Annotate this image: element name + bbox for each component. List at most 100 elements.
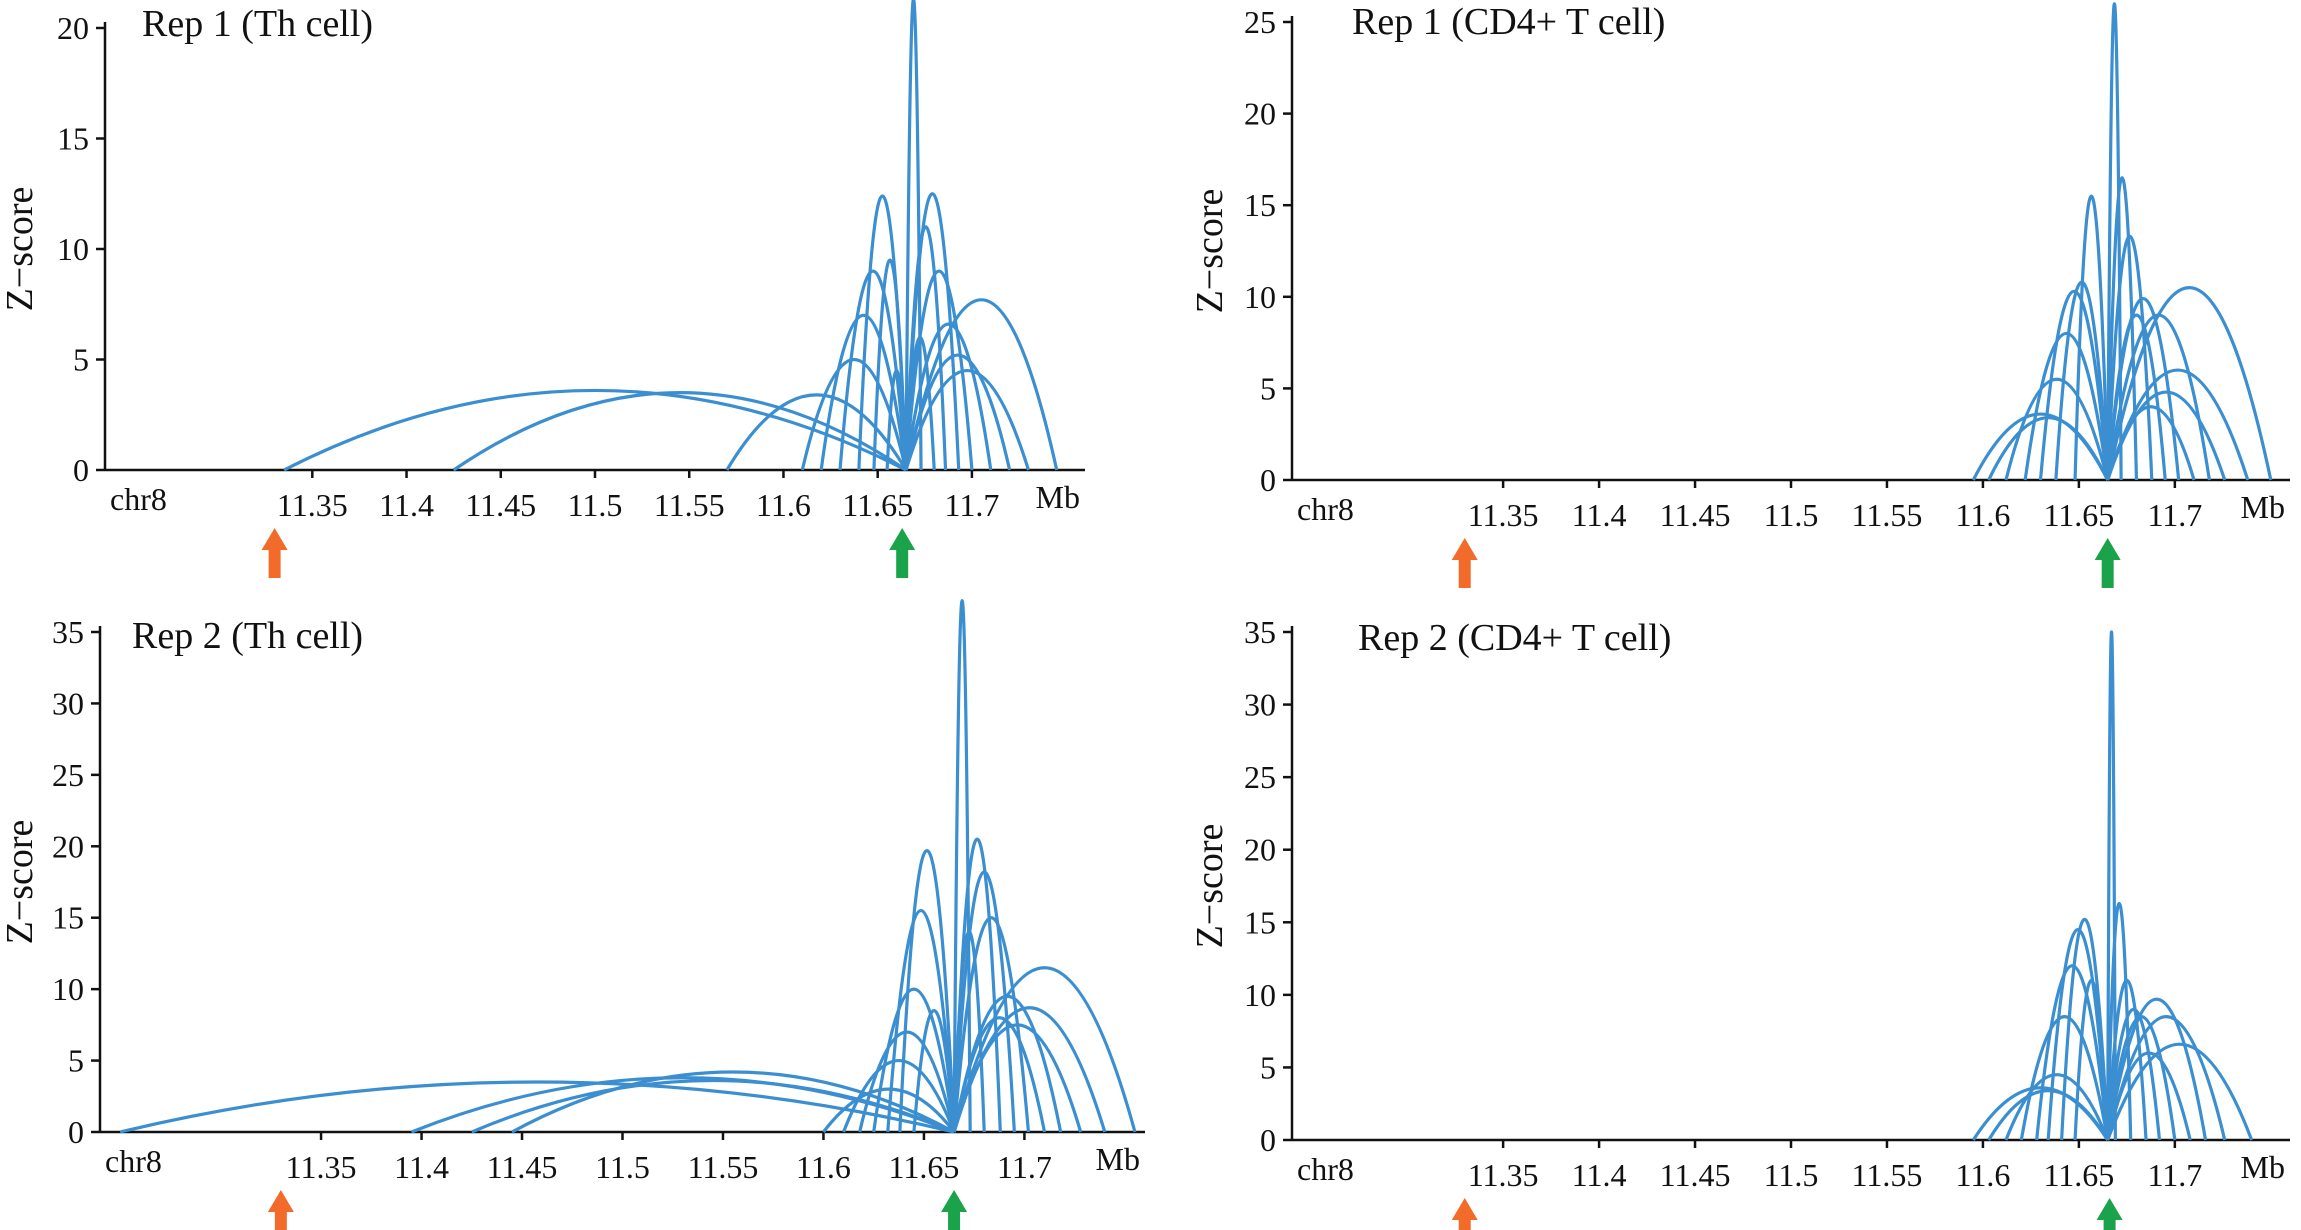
y-tick-label: 15 bbox=[57, 121, 89, 157]
interaction-arc bbox=[838, 269, 908, 471]
unit-label: Mb bbox=[1096, 1141, 1140, 1177]
interaction-arc bbox=[283, 388, 907, 472]
interaction-arc bbox=[872, 258, 908, 471]
interaction-arc bbox=[471, 1079, 955, 1134]
x-tick-label: 11.65 bbox=[2043, 497, 2114, 533]
x-tick-label: 11.65 bbox=[889, 1149, 960, 1185]
y-tick-label: 30 bbox=[52, 685, 84, 721]
interaction-arc bbox=[952, 1006, 1107, 1133]
interaction-arc bbox=[2106, 286, 2273, 481]
y-tick-label: 5 bbox=[73, 342, 89, 378]
interaction-arc bbox=[511, 1070, 955, 1134]
green-arrow-icon bbox=[889, 528, 916, 578]
y-tick-label: 35 bbox=[1244, 614, 1276, 650]
y-tick-label: 0 bbox=[1260, 462, 1276, 498]
y-axis-label: Z−score bbox=[0, 187, 41, 312]
unit-label: Mb bbox=[1036, 479, 1080, 515]
interaction-arc bbox=[858, 1030, 956, 1133]
interaction-arc bbox=[800, 358, 908, 471]
interaction-arc bbox=[904, 298, 1059, 471]
x-tick-label: 11.65 bbox=[842, 487, 913, 523]
interaction-arc bbox=[2073, 979, 2110, 1141]
interaction-arc bbox=[2046, 928, 2110, 1141]
y-tick-label: 5 bbox=[68, 1043, 84, 1079]
arc-series bbox=[1971, 630, 2254, 1141]
panel-title: Rep 2 (CD4+ T cell) bbox=[1358, 617, 1671, 659]
x-tick-label: 11.55 bbox=[1852, 1157, 1923, 1193]
chart-panel-3: 0 5 10 15 20 25 30 35 Z−score 11.35 11.4 11.45 11.5 1… bbox=[0, 598, 1145, 1230]
interaction-arc bbox=[872, 987, 956, 1133]
x-tick-label: 11.45 bbox=[465, 487, 536, 523]
y-tick-label: 25 bbox=[1244, 4, 1276, 40]
interaction-arc bbox=[952, 598, 972, 1133]
interaction-arc bbox=[1987, 1089, 2110, 1141]
interaction-arc bbox=[952, 870, 1016, 1133]
x-tick-label: 11.5 bbox=[595, 1149, 650, 1185]
x-tick-label: 11.5 bbox=[1764, 1157, 1819, 1193]
y-tick-label: 5 bbox=[1260, 370, 1276, 406]
interaction-arc bbox=[2106, 1007, 2162, 1141]
x-tick-label: 11.6 bbox=[756, 487, 811, 523]
interaction-arc bbox=[119, 1080, 955, 1134]
green-arrow-icon bbox=[941, 1190, 968, 1230]
interaction-arc bbox=[904, 0, 923, 471]
y-tick-label: 20 bbox=[52, 828, 84, 864]
x-tick-label: 11.6 bbox=[1956, 497, 2011, 533]
x-tick-label: 11.55 bbox=[1852, 497, 1923, 533]
y-tick-label: 5 bbox=[1260, 1049, 1276, 1085]
x-tick-label: 11.5 bbox=[568, 487, 623, 523]
y-tick-label: 0 bbox=[1260, 1122, 1276, 1158]
unit-label: Mb bbox=[2241, 1149, 2285, 1185]
x-tick-label: 11.35 bbox=[277, 487, 348, 523]
interaction-arc bbox=[2106, 1042, 2254, 1141]
y-tick-label: 15 bbox=[1244, 904, 1276, 940]
y-axis-label: Z−score bbox=[1189, 189, 1231, 314]
x-tick-label: 11.7 bbox=[945, 487, 1000, 523]
orange-arrow-icon bbox=[1451, 538, 1478, 588]
x-tick-label: 11.4 bbox=[394, 1149, 449, 1185]
interaction-arc bbox=[952, 837, 1002, 1133]
interaction-arc bbox=[2073, 194, 2110, 481]
y-tick-label: 35 bbox=[52, 614, 84, 650]
x-tick-label: 11.7 bbox=[997, 1149, 1052, 1185]
interaction-arc bbox=[2106, 368, 2250, 481]
interaction-arc bbox=[2106, 1015, 2227, 1141]
arc-series bbox=[1971, 2, 2273, 481]
y-tick-label: 20 bbox=[1244, 96, 1276, 132]
interaction-arc bbox=[2106, 979, 2148, 1141]
y-tick-label: 10 bbox=[1244, 279, 1276, 315]
y-tick-label: 25 bbox=[52, 757, 84, 793]
x-tick-label: 11.35 bbox=[286, 1149, 357, 1185]
chromosome-label: chr8 bbox=[1297, 491, 1354, 527]
green-arrow-icon bbox=[2094, 538, 2121, 588]
x-tick-label: 11.4 bbox=[1572, 497, 1627, 533]
y-tick-label: 0 bbox=[68, 1114, 84, 1150]
interaction-arc bbox=[912, 1009, 956, 1133]
interaction-arc bbox=[904, 192, 961, 471]
x-tick-label: 11.45 bbox=[1660, 1157, 1731, 1193]
interaction-arc bbox=[886, 909, 956, 1133]
chart-panel-4: 0 5 10 15 20 25 30 35 Z−score 11.35 11.4 11.45 11.5 1… bbox=[1189, 614, 2290, 1230]
interaction-arc bbox=[2106, 1015, 2177, 1141]
interaction-arc bbox=[1987, 416, 2110, 481]
interaction-arc bbox=[2106, 630, 2117, 1141]
interaction-arc bbox=[2004, 377, 2110, 481]
interaction-arc bbox=[2035, 964, 2110, 1141]
y-tick-label: 10 bbox=[1244, 977, 1276, 1013]
interaction-arc bbox=[898, 848, 956, 1133]
x-tick-label: 11.4 bbox=[379, 487, 434, 523]
interaction-arc bbox=[725, 393, 908, 471]
y-tick-label: 20 bbox=[1244, 832, 1276, 868]
x-tick-label: 11.35 bbox=[1468, 1157, 1539, 1193]
interaction-arc bbox=[904, 368, 1030, 471]
panel-title: Rep 1 (CD4+ T cell) bbox=[1352, 1, 1665, 43]
y-tick-label: 25 bbox=[1244, 759, 1276, 795]
interaction-arc bbox=[885, 369, 908, 471]
chart-panel-2: 0 5 10 15 20 25 Z−score 11.35 11.4 11.45 11.5 11.55… bbox=[1189, 1, 2290, 588]
x-tick-label: 11.55 bbox=[688, 1149, 759, 1185]
x-tick-label: 11.7 bbox=[2147, 1157, 2202, 1193]
unit-label: Mb bbox=[2241, 489, 2285, 525]
y-tick-label: 20 bbox=[57, 10, 89, 46]
chart-panel-1: 0 5 10 15 20 Z−score 11.35 11.4 11.45 11.5 11.55 11… bbox=[0, 0, 1085, 578]
